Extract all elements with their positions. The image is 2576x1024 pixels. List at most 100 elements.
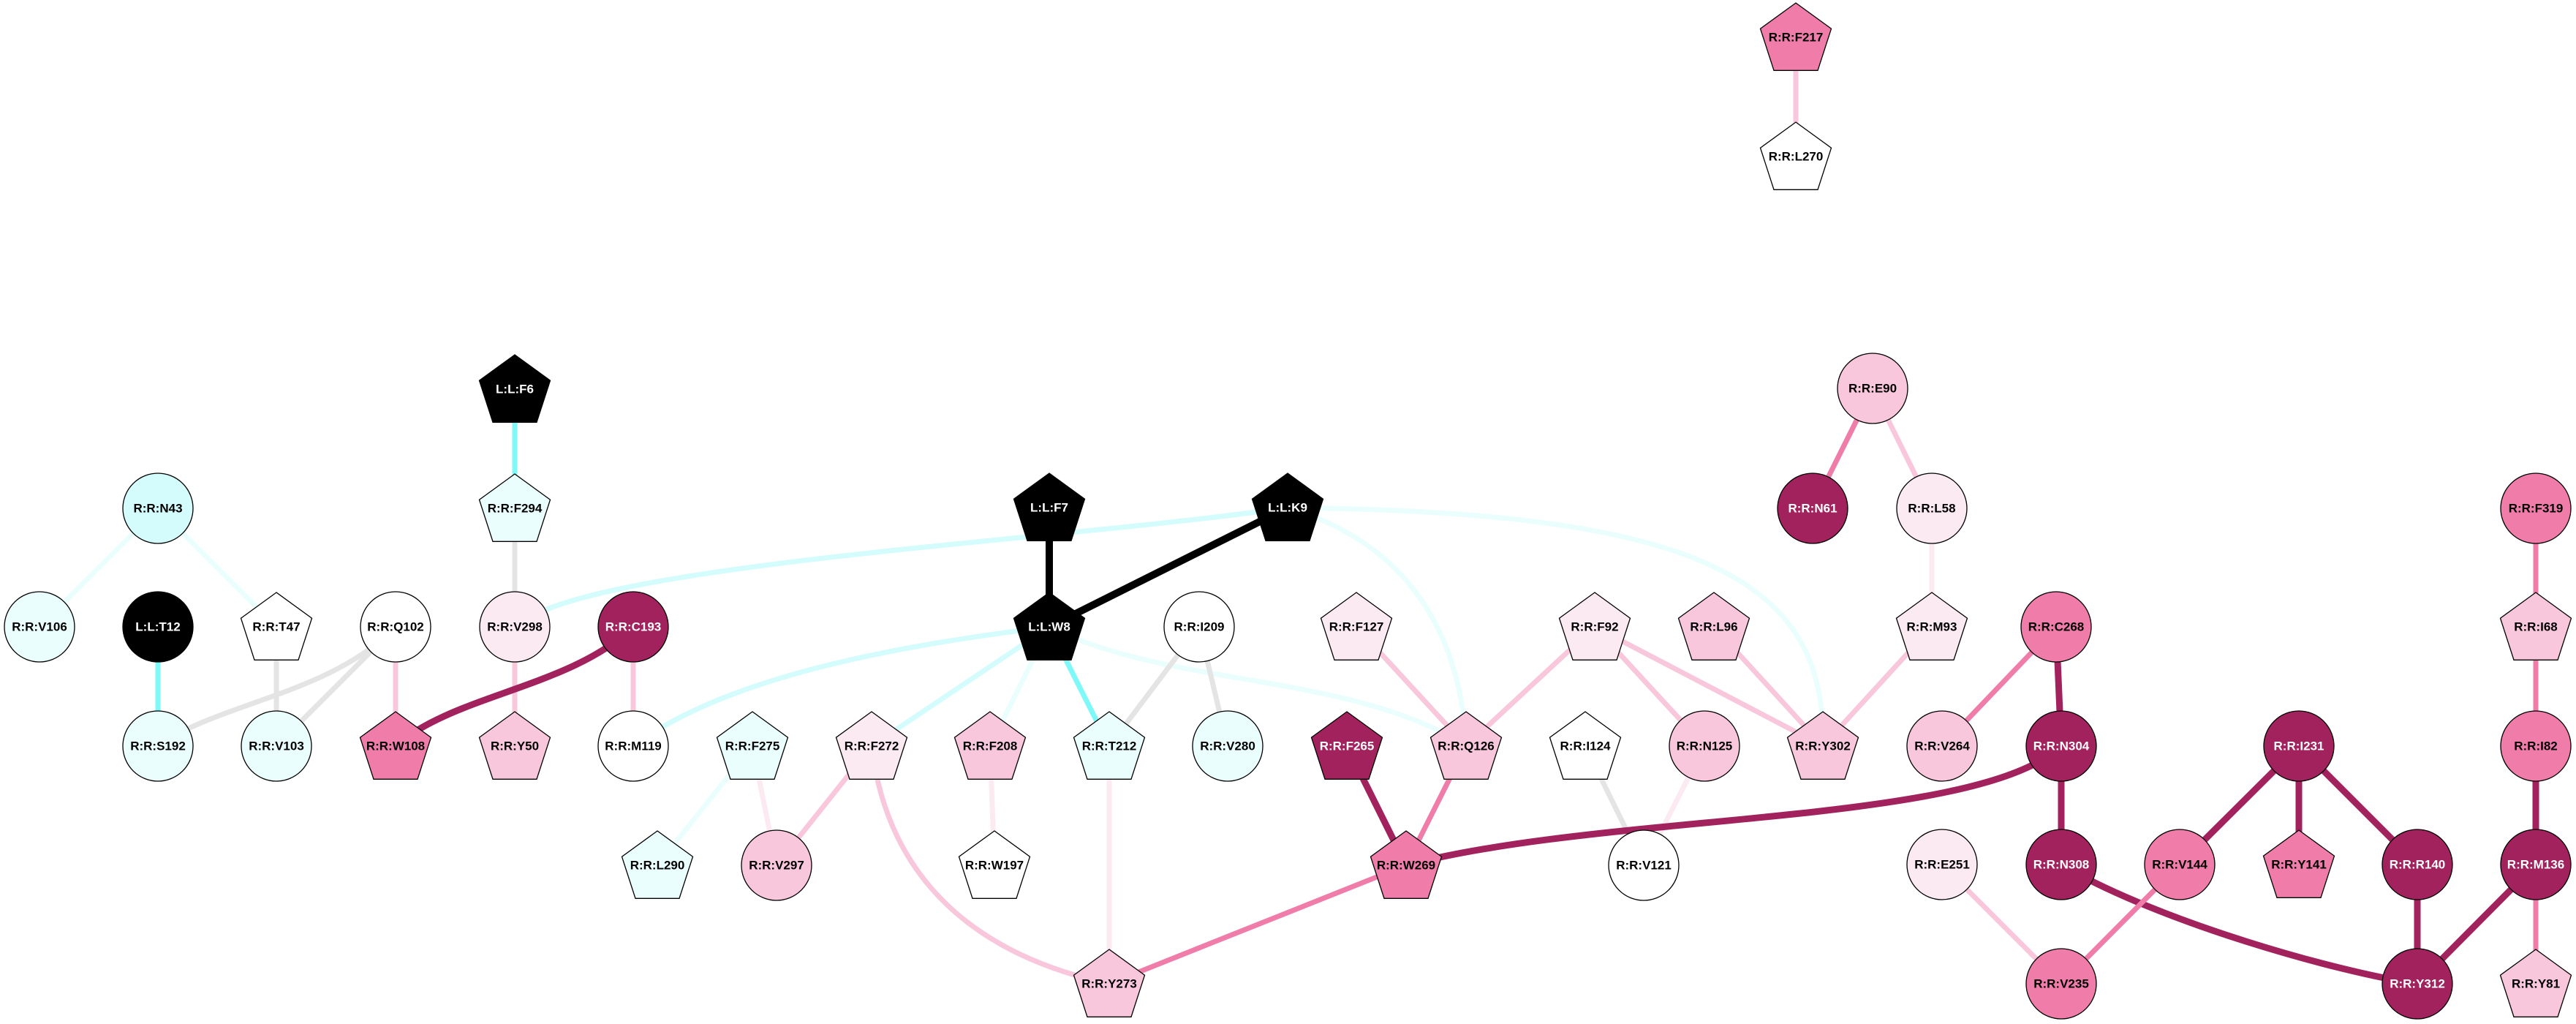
node-r-r-l96[interactable]: R:R:L96	[1677, 592, 1750, 660]
edge-r-r-v298-to-l-l-k9	[513, 505, 1288, 629]
node-label: R:R:Y302	[1795, 739, 1851, 753]
node-r-r-f294[interactable]: R:R:F294	[478, 473, 551, 542]
node-r-r-v298[interactable]: R:R:V298	[479, 591, 551, 663]
node-r-r-n61[interactable]: R:R:N61	[1777, 473, 1848, 544]
node-label: L:L:W8	[1028, 620, 1070, 634]
node-r-r-y273[interactable]: R:R:Y273	[1073, 949, 1146, 1017]
node-label: R:R:I231	[2274, 739, 2324, 753]
node-r-r-t212[interactable]: R:R:T212	[1073, 711, 1146, 780]
node-r-r-c193[interactable]: R:R:C193	[597, 591, 669, 663]
node-label: R:R:M119	[605, 739, 661, 753]
node-label: R:R:V106	[12, 620, 67, 634]
node-r-r-i82[interactable]: R:R:I82	[2500, 710, 2572, 782]
node-label: R:R:T47	[252, 620, 300, 634]
node-r-r-y141[interactable]: R:R:Y141	[2262, 829, 2335, 898]
node-r-r-f92[interactable]: R:R:F92	[1558, 592, 1631, 660]
node-r-r-f275[interactable]: R:R:F275	[716, 711, 789, 780]
node-label: R:R:Y81	[2512, 977, 2560, 991]
node-label: R:R:L58	[1908, 502, 1955, 516]
node-r-r-f208[interactable]: R:R:F208	[953, 711, 1027, 780]
circle-shape	[2020, 591, 2092, 663]
node-r-r-v121[interactable]: R:R:V121	[1608, 829, 1680, 901]
node-r-r-l290[interactable]: R:R:L290	[621, 830, 694, 899]
node-r-r-i231[interactable]: R:R:I231	[2263, 710, 2335, 782]
circle-shape	[122, 591, 194, 663]
node-r-r-i209[interactable]: R:R:I209	[1163, 591, 1235, 663]
node-r-r-q126[interactable]: R:R:Q126	[1429, 711, 1503, 780]
node-label: L:L:F7	[1030, 501, 1068, 515]
edge-r-r-f92-to-r-r-y302	[1593, 624, 1824, 749]
node-label: R:R:N125	[1677, 739, 1733, 753]
edge-l-l-w8-to-r-r-f272	[870, 625, 1051, 748]
node-label: R:R:V298	[487, 620, 543, 634]
node-r-r-v144[interactable]: R:R:V144	[2144, 829, 2216, 900]
circle-shape	[122, 473, 194, 544]
node-r-r-f272[interactable]: R:R:F272	[835, 711, 908, 780]
circle-shape	[122, 710, 194, 782]
edge-l-l-w8-to-r-r-q126	[1048, 624, 1468, 748]
pentagon-shape	[1786, 711, 1859, 780]
node-l-l-t12[interactable]: L:L:T12	[122, 591, 194, 663]
node-r-r-e251[interactable]: R:R:E251	[1906, 829, 1978, 900]
circle-shape	[2382, 829, 2453, 900]
pentagon-shape	[478, 354, 551, 423]
node-r-r-n43[interactable]: R:R:N43	[122, 473, 194, 544]
node-r-r-v235[interactable]: R:R:V235	[2025, 948, 2097, 1020]
node-r-r-q102[interactable]: R:R:Q102	[360, 591, 431, 663]
pentagon-shape	[1677, 592, 1750, 660]
node-r-r-f217[interactable]: R:R:F217	[1759, 2, 1832, 71]
circle-shape	[2144, 829, 2216, 900]
node-l-l-w8[interactable]: L:L:W8	[1013, 592, 1086, 660]
node-r-r-y312[interactable]: R:R:Y312	[2382, 948, 2453, 1020]
node-r-r-i68[interactable]: R:R:I68	[2499, 592, 2572, 660]
node-label: R:R:I124	[1560, 739, 1612, 753]
circle-shape	[1906, 829, 1978, 900]
edge-r-r-w269-to-r-r-y273	[1108, 862, 1408, 987]
node-r-r-t47[interactable]: R:R:T47	[240, 592, 313, 660]
node-label: R:R:I68	[2514, 620, 2558, 634]
node-r-r-n308[interactable]: R:R:N308	[2025, 829, 2097, 900]
node-r-r-r140[interactable]: R:R:R140	[2382, 829, 2453, 900]
node-label: R:R:F272	[845, 739, 899, 753]
node-r-r-l270[interactable]: R:R:L270	[1759, 121, 1832, 190]
node-r-r-f265[interactable]: R:R:F265	[1310, 711, 1383, 780]
node-l-l-f6[interactable]: L:L:F6	[478, 354, 551, 423]
node-r-r-v264[interactable]: R:R:V264	[1906, 710, 1978, 782]
node-label: R:R:V280	[1200, 739, 1255, 753]
circle-shape	[2500, 473, 2572, 544]
node-r-r-y81[interactable]: R:R:Y81	[2499, 949, 2572, 1017]
node-label: R:R:Y312	[2390, 977, 2445, 991]
circle-shape	[2263, 710, 2335, 782]
node-r-r-m93[interactable]: R:R:M93	[1895, 592, 1968, 660]
node-r-r-w197[interactable]: R:R:W197	[958, 830, 1031, 899]
node-r-r-c268[interactable]: R:R:C268	[2020, 591, 2092, 663]
node-label: R:R:F265	[1320, 739, 1375, 753]
node-r-r-m119[interactable]: R:R:M119	[597, 710, 669, 782]
node-r-r-y50[interactable]: R:R:Y50	[478, 711, 551, 780]
node-label: R:R:I82	[2514, 739, 2558, 753]
node-r-r-i124[interactable]: R:R:I124	[1549, 711, 1622, 780]
node-label: R:R:L96	[1690, 620, 1737, 634]
circle-shape	[1192, 710, 1264, 782]
node-r-r-w108[interactable]: R:R:W108	[359, 711, 432, 780]
node-r-r-v280[interactable]: R:R:V280	[1192, 710, 1264, 782]
node-r-r-f319[interactable]: R:R:F319	[2500, 473, 2572, 544]
node-r-r-v103[interactable]: R:R:V103	[241, 710, 312, 782]
node-label: R:R:L270	[1769, 150, 1824, 164]
node-r-r-v297[interactable]: R:R:V297	[741, 829, 812, 901]
node-r-r-n304[interactable]: R:R:N304	[2025, 710, 2097, 782]
node-r-r-v106[interactable]: R:R:V106	[4, 591, 75, 663]
node-r-r-l58[interactable]: R:R:L58	[1896, 473, 1968, 544]
node-r-r-w269[interactable]: R:R:W269	[1370, 830, 1443, 899]
node-r-r-n125[interactable]: R:R:N125	[1669, 710, 1740, 782]
node-r-r-m136[interactable]: R:R:M136	[2500, 829, 2572, 900]
node-r-r-y302[interactable]: R:R:Y302	[1786, 711, 1859, 780]
node-r-r-f127[interactable]: R:R:F127	[1320, 592, 1393, 660]
node-r-r-s192[interactable]: R:R:S192	[122, 710, 194, 782]
node-r-r-e90[interactable]: R:R:E90	[1837, 353, 1908, 424]
node-label: R:R:R140	[2390, 858, 2446, 872]
node-l-l-f7[interactable]: L:L:F7	[1013, 473, 1086, 541]
node-l-l-k9[interactable]: L:L:K9	[1251, 473, 1324, 541]
circle-shape	[360, 591, 431, 663]
node-label: R:R:V144	[2152, 858, 2207, 872]
